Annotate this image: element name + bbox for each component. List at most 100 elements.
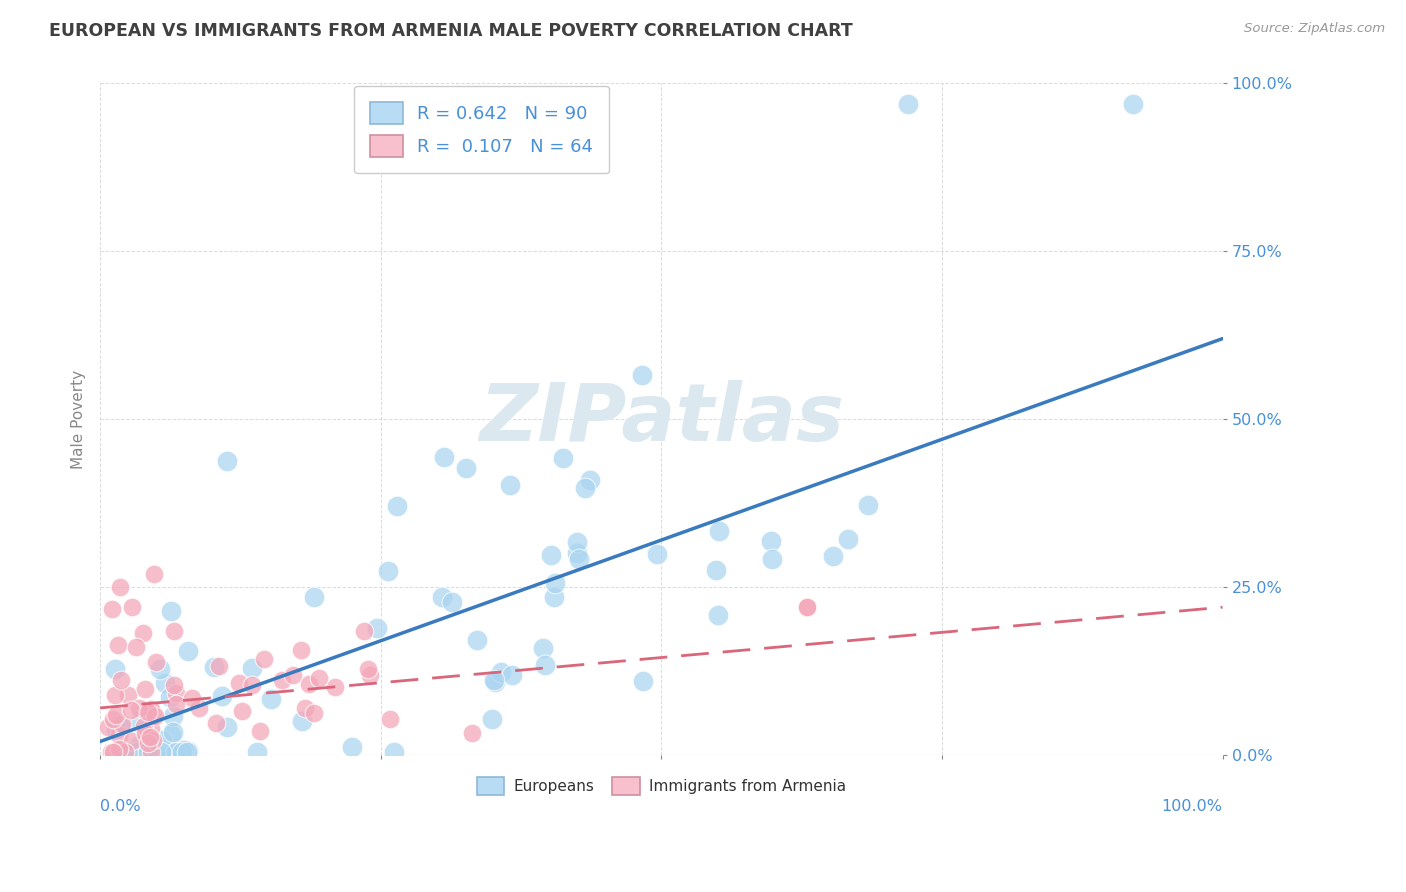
Point — [291, 714, 314, 728]
Point — [709, 524, 731, 538]
Point — [565, 546, 588, 560]
Point — [796, 600, 818, 615]
Point — [107, 718, 129, 732]
Point — [761, 551, 783, 566]
Point — [385, 499, 408, 513]
Point — [759, 533, 782, 548]
Point — [110, 673, 132, 687]
Point — [631, 368, 654, 383]
Text: 100.0%: 100.0% — [1161, 798, 1223, 814]
Point — [366, 621, 388, 635]
Point — [228, 675, 250, 690]
Text: ZIPatlas: ZIPatlas — [479, 380, 844, 458]
Y-axis label: Male Poverty: Male Poverty — [72, 369, 86, 468]
Point — [112, 745, 135, 759]
Point — [100, 745, 122, 759]
Point — [165, 745, 187, 759]
Point — [441, 595, 464, 609]
Point — [117, 688, 139, 702]
Point — [188, 701, 211, 715]
Point — [134, 682, 156, 697]
Point — [271, 673, 294, 687]
Point — [165, 698, 187, 712]
Point — [153, 676, 176, 690]
Point — [290, 643, 312, 657]
Point — [856, 498, 879, 512]
Point — [215, 454, 238, 468]
Point — [298, 677, 321, 691]
Point — [173, 743, 195, 757]
Point — [165, 686, 187, 700]
Point — [101, 602, 124, 616]
Point — [132, 625, 155, 640]
Point — [159, 690, 181, 705]
Point — [565, 534, 588, 549]
Point — [107, 728, 129, 742]
Point — [101, 745, 124, 759]
Point — [115, 745, 138, 759]
Point — [105, 722, 128, 736]
Point — [135, 706, 157, 720]
Point — [143, 708, 166, 723]
Point — [118, 745, 141, 759]
Point — [136, 745, 159, 759]
Point — [160, 745, 183, 759]
Point — [142, 733, 165, 747]
Point — [150, 733, 173, 747]
Point — [837, 533, 859, 547]
Point — [139, 702, 162, 716]
Point — [163, 624, 186, 638]
Point — [136, 705, 159, 719]
Point — [484, 675, 506, 690]
Point — [544, 575, 567, 590]
Point — [176, 745, 198, 759]
Point — [796, 600, 818, 615]
Point — [205, 716, 228, 731]
Point — [240, 678, 263, 692]
Point — [162, 725, 184, 739]
Point — [142, 566, 165, 581]
Point — [357, 662, 380, 676]
Point — [208, 659, 231, 673]
Point — [114, 745, 136, 759]
Point — [499, 478, 522, 492]
Point — [110, 580, 132, 594]
Point — [143, 745, 166, 759]
Point — [359, 668, 381, 682]
Point — [281, 667, 304, 681]
Point — [579, 473, 602, 487]
Point — [456, 460, 478, 475]
Point — [165, 745, 187, 759]
Point — [181, 690, 204, 705]
Point — [897, 96, 920, 111]
Point — [136, 736, 159, 750]
Point — [149, 745, 172, 759]
Point — [110, 719, 132, 733]
Point — [202, 660, 225, 674]
Point — [136, 745, 159, 759]
Point — [134, 726, 156, 740]
Point — [135, 745, 157, 759]
Point — [177, 744, 200, 758]
Point — [465, 632, 488, 647]
Point — [246, 745, 269, 759]
Point — [647, 547, 669, 561]
Point — [534, 658, 557, 673]
Point — [108, 742, 131, 756]
Point — [107, 638, 129, 652]
Point — [253, 652, 276, 666]
Point — [380, 712, 402, 726]
Text: 0.0%: 0.0% — [100, 798, 141, 814]
Point — [1122, 96, 1144, 111]
Point — [531, 641, 554, 656]
Point — [377, 564, 399, 578]
Point — [432, 450, 454, 465]
Point — [260, 692, 283, 706]
Point — [353, 624, 375, 639]
Point — [430, 591, 453, 605]
Point — [160, 604, 183, 618]
Point — [155, 745, 177, 759]
Point — [128, 700, 150, 714]
Point — [142, 706, 165, 720]
Point — [489, 665, 512, 680]
